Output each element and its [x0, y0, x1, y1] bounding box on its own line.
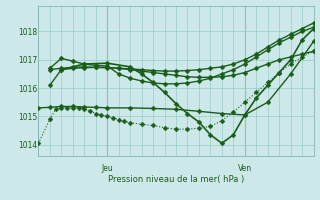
X-axis label: Pression niveau de la mer( hPa ): Pression niveau de la mer( hPa ): [108, 175, 244, 184]
Text: Ven: Ven: [238, 164, 252, 173]
Text: Jeu: Jeu: [101, 164, 113, 173]
